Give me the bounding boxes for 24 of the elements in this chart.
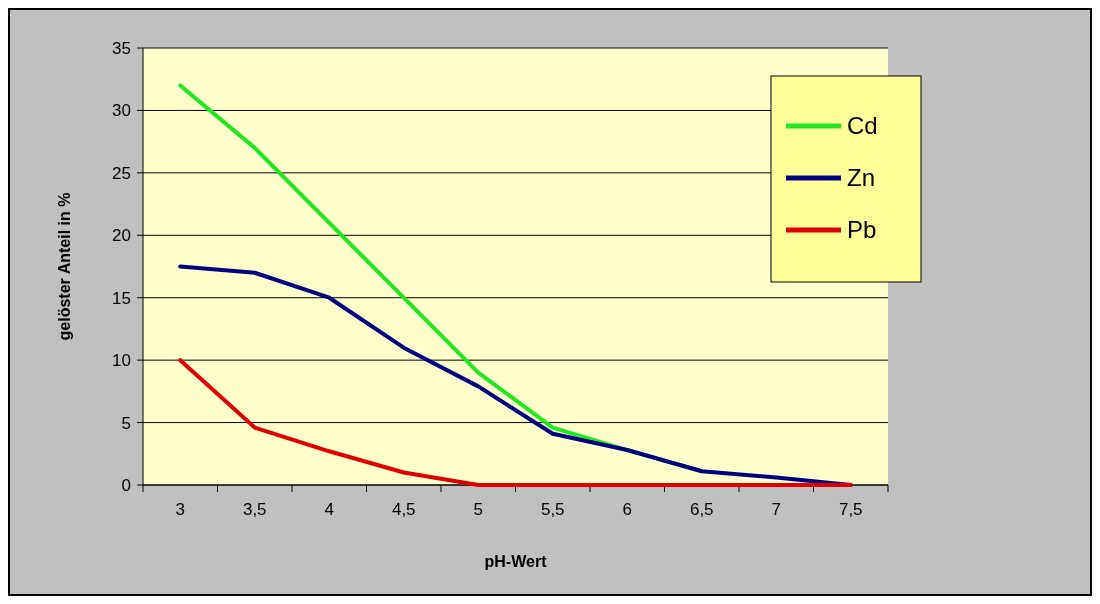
legend-label: Pb bbox=[847, 216, 877, 244]
x-tick-label: 3 bbox=[175, 500, 185, 519]
y-tick-label: 15 bbox=[112, 288, 131, 308]
legend-label: Cd bbox=[847, 112, 878, 140]
y-axis-title: gelöster Anteil in % bbox=[56, 192, 73, 341]
x-tick-label: 3,5 bbox=[242, 500, 267, 519]
x-tick-label: 7 bbox=[771, 500, 781, 519]
legend-label: Zn bbox=[847, 164, 876, 192]
y-tick-label: 0 bbox=[121, 475, 131, 495]
y-tick-label: 35 bbox=[112, 38, 131, 58]
x-tick-label: 6 bbox=[622, 500, 632, 519]
x-tick-label: 4 bbox=[324, 500, 334, 519]
y-tick-label: 30 bbox=[112, 101, 131, 121]
line-series bbox=[178, 358, 853, 487]
y-tick-label: 20 bbox=[112, 226, 131, 246]
x-tick-label: 5 bbox=[473, 500, 483, 519]
x-tick-label: 6,5 bbox=[689, 500, 714, 519]
x-axis-title: pH-Wert bbox=[484, 553, 548, 570]
y-tick-label: 5 bbox=[121, 413, 131, 433]
y-tick-label: 25 bbox=[112, 163, 131, 183]
x-tick-label: 5,5 bbox=[540, 500, 565, 519]
x-tick-label: 7,5 bbox=[838, 500, 863, 519]
y-tick-label: 10 bbox=[112, 351, 131, 371]
x-tick-label: 4,5 bbox=[391, 500, 416, 519]
